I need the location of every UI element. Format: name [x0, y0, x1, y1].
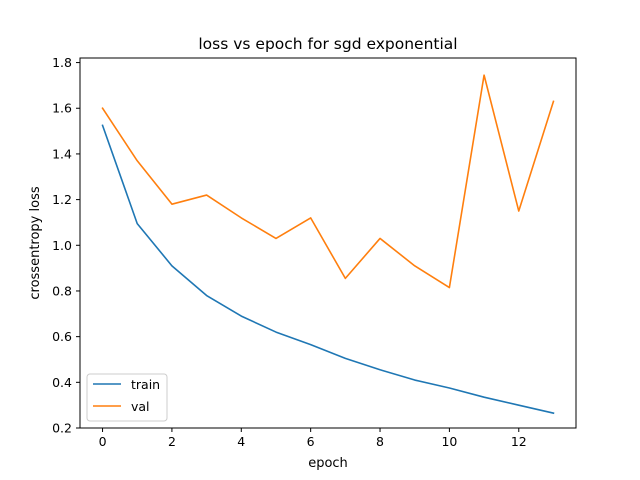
series-layer — [101, 74, 555, 415]
x-tick-label: 6 — [307, 434, 315, 449]
legend-train-label: train — [131, 377, 160, 392]
x-tick-label: 10 — [441, 434, 457, 449]
x-tick-label: 0 — [99, 434, 107, 449]
series-line-train — [101, 124, 555, 415]
x-tick-label: 4 — [237, 434, 245, 449]
legend-box — [86, 373, 168, 422]
y-axis-label: crossentropy loss — [28, 186, 43, 299]
x-tick-label: 12 — [511, 434, 527, 449]
y-tick-label: 1.0 — [52, 238, 72, 253]
x-axis-label: epoch — [308, 456, 348, 471]
y-tick-label: 1.4 — [52, 146, 72, 161]
y-tick-label: 1.8 — [52, 55, 72, 70]
y-tick-label: 0.2 — [52, 421, 72, 436]
y-tick-label: 0.6 — [52, 329, 72, 344]
plot-area-frame — [79, 57, 577, 429]
y-tick-label: 0.8 — [52, 283, 72, 298]
x-tick-label: 2 — [168, 434, 176, 449]
y-axis-ticks: 0.2 0.4 0.6 0.8 1.0 1.2 1.4 1.6 1.8 — [52, 55, 80, 436]
y-tick-label: 1.6 — [52, 101, 72, 116]
series-line-val — [101, 74, 555, 289]
legend: train val — [86, 373, 168, 422]
x-axis-ticks: 0 2 4 6 8 10 12 — [99, 428, 527, 449]
legend-val-label: val — [131, 399, 150, 414]
x-tick-label: 8 — [376, 434, 384, 449]
y-tick-label: 0.4 — [52, 375, 72, 390]
chart-title: loss vs epoch for sgd exponential — [198, 35, 457, 53]
y-tick-label: 1.2 — [52, 192, 72, 207]
